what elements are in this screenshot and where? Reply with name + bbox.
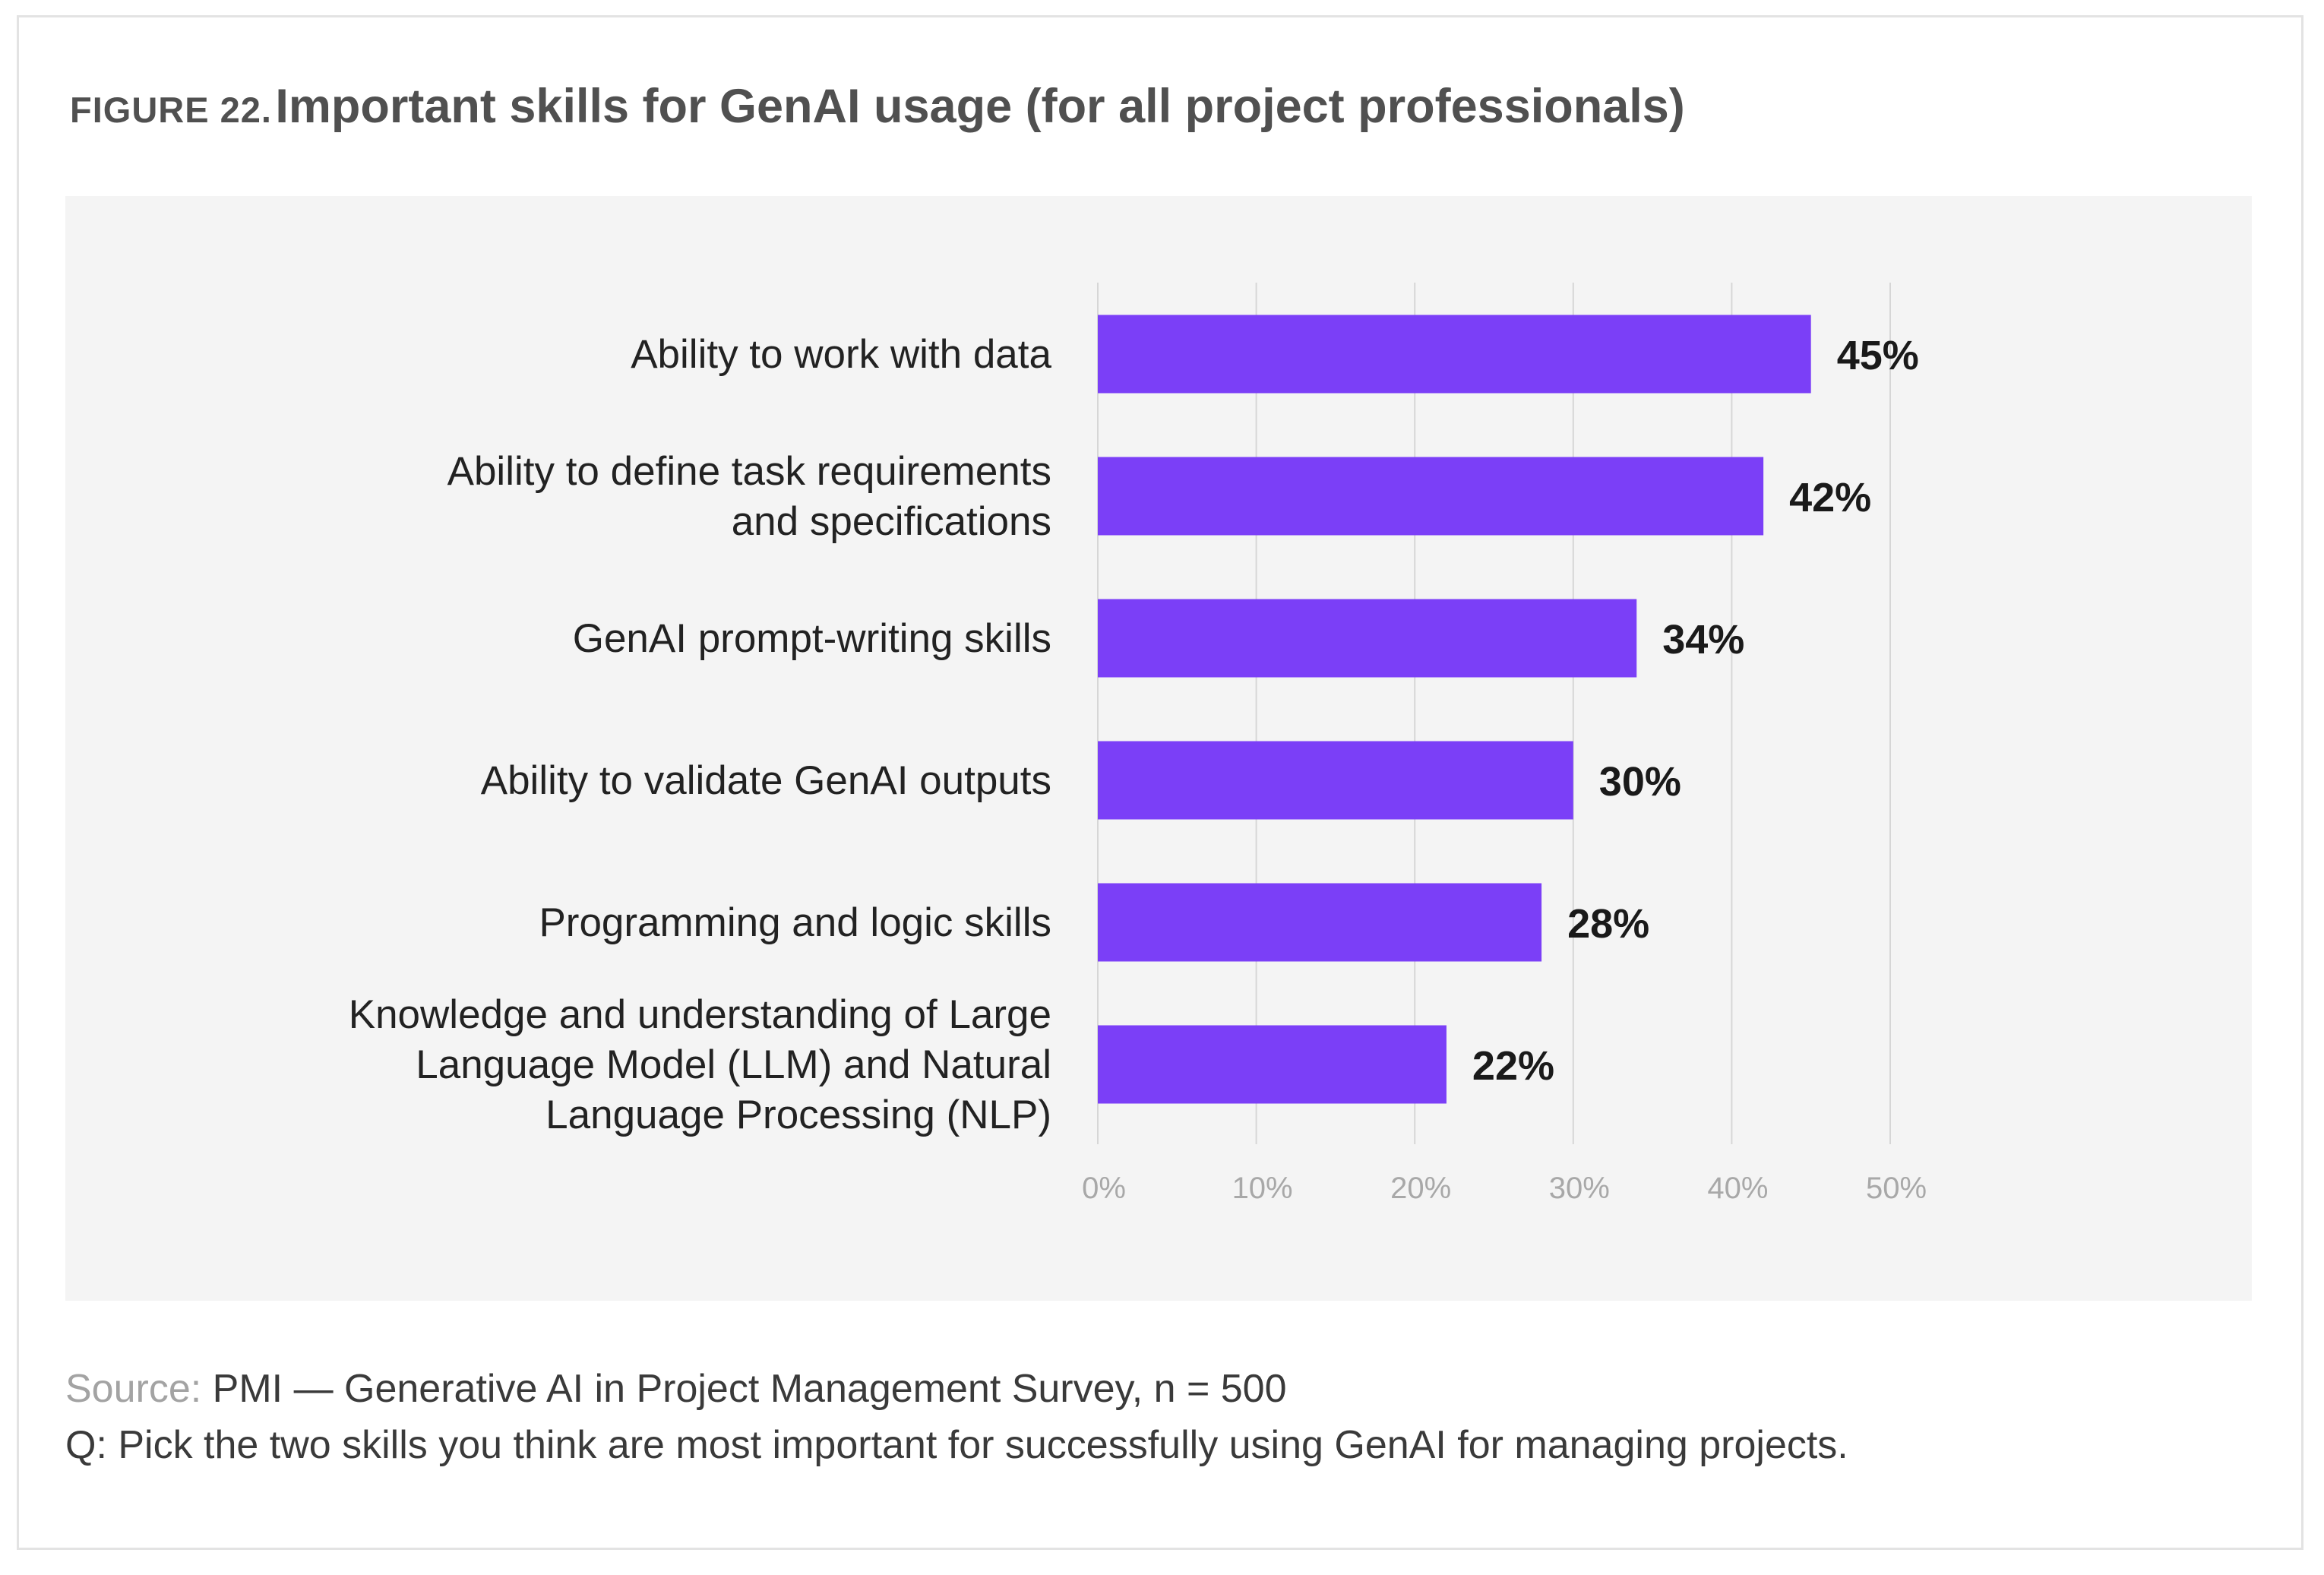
value-label: 42% (1789, 475, 1871, 520)
figure-title: FIGURE 22. Important skills for GenAI us… (70, 79, 1685, 134)
category-label-line: Ability to work with data (631, 332, 1051, 377)
bar (1098, 1025, 1447, 1104)
value-label: 30% (1599, 759, 1681, 805)
value-label: 45% (1837, 333, 1919, 378)
category-label: Ability to define task requirements and s… (447, 449, 1051, 544)
value-label: 34% (1662, 617, 1744, 663)
category-label: Ability to work with data (631, 332, 1051, 377)
bar (1098, 883, 1542, 962)
x-tick-label: 40% (1707, 1172, 1768, 1205)
category-label: Knowledge and understanding of Large Lang… (349, 992, 1051, 1137)
figure-name: Important skills for GenAI usage (for al… (275, 80, 1685, 133)
survey-question: Q: Pick the two skills you think are mos… (65, 1423, 1848, 1467)
source-line: Source: PMI — Generative AI in Project M… (65, 1366, 1287, 1412)
category-label-line: Language Processing (NLP) (545, 1093, 1051, 1137)
source-label: Source: (65, 1367, 202, 1411)
x-tick-label: 20% (1390, 1172, 1451, 1205)
chart-panel: 45% Ability to work with data 42% Ability t… (65, 196, 2252, 1301)
category-label-line: and specifications (732, 499, 1051, 544)
bar (1098, 457, 1764, 536)
category-label-line: GenAI prompt-writing skills (573, 616, 1051, 661)
value-label: 22% (1472, 1043, 1554, 1089)
bar (1098, 315, 1811, 394)
bar (1098, 741, 1573, 820)
x-tick-label: 50% (1866, 1172, 1927, 1205)
category-label-line: Knowledge and understanding of Large (349, 992, 1051, 1037)
category-label: Ability to validate GenAI outputs (481, 758, 1051, 803)
bar (1098, 599, 1637, 678)
category-label-line: Language Model (LLM) and Natural (416, 1042, 1051, 1087)
bar-chart: 45% Ability to work with data 42% Ability t… (349, 283, 1927, 1205)
category-label-line: Programming and logic skills (539, 900, 1051, 945)
category-label: Programming and logic skills (539, 900, 1051, 945)
value-label: 28% (1567, 901, 1649, 947)
x-tick-label: 30% (1549, 1172, 1610, 1205)
category-label-line: Ability to validate GenAI outputs (481, 758, 1051, 803)
category-label: GenAI prompt-writing skills (573, 616, 1051, 661)
x-tick-label: 10% (1232, 1172, 1293, 1205)
figure-label: FIGURE 22. (70, 90, 272, 130)
source-text: PMI — Generative AI in Project Managemen… (212, 1367, 1287, 1411)
x-tick-label: 0% (1082, 1172, 1126, 1205)
category-label-line: Ability to define task requirements (447, 449, 1051, 494)
